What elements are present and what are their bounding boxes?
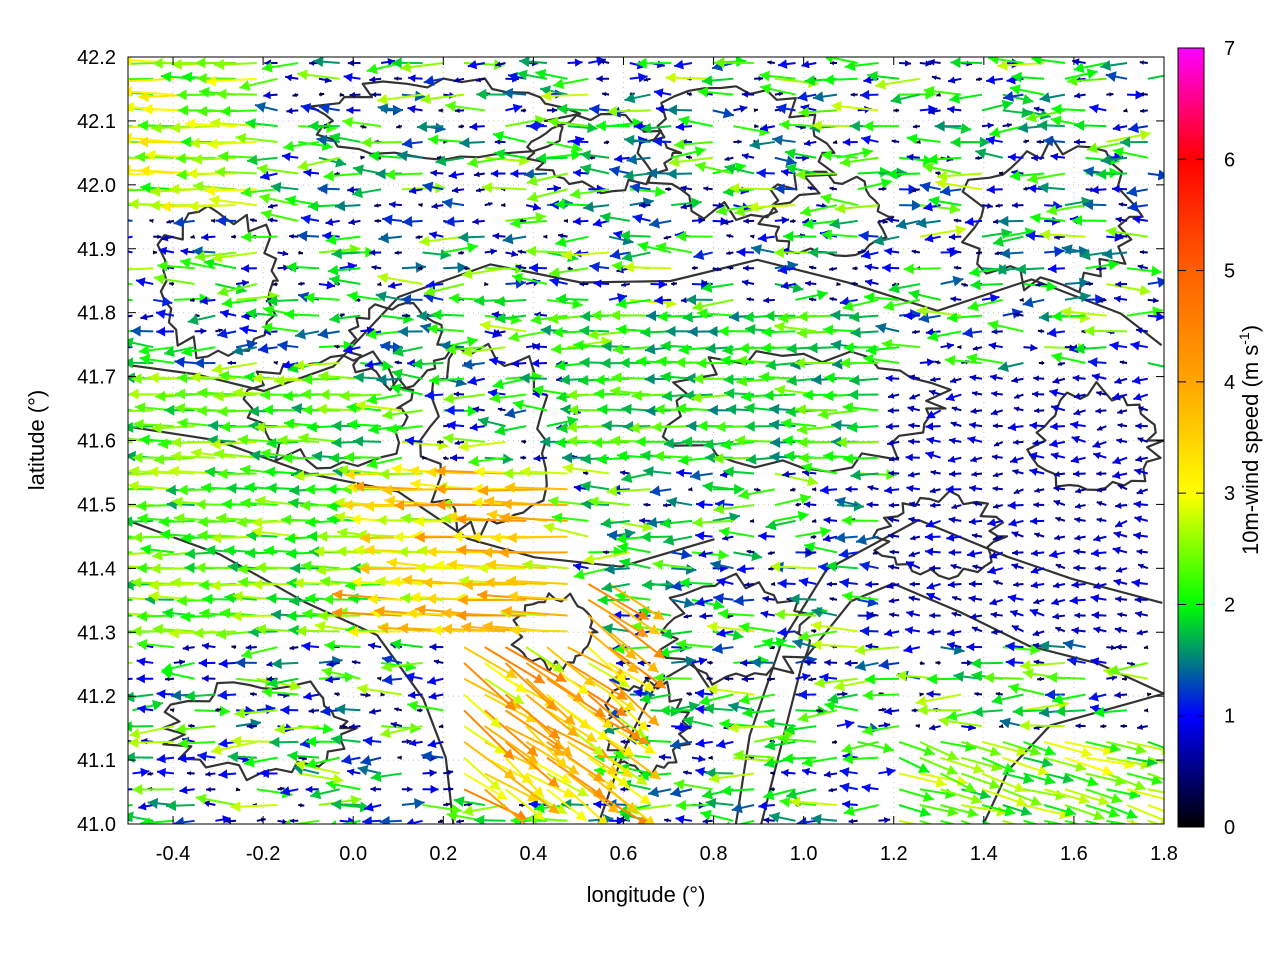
wind-arrow-head <box>121 737 128 744</box>
wind-arrow-head <box>102 802 113 813</box>
wind-arrow-head <box>115 675 124 684</box>
wind-arrow-shaft <box>111 410 154 411</box>
wind-arrow-head <box>103 610 113 621</box>
wind-arrow-head <box>117 627 127 638</box>
wind-arrow <box>95 324 132 335</box>
wind-arrow-head <box>1035 825 1046 836</box>
wind-arrow-shaft <box>96 426 132 427</box>
wind-arrow-head <box>96 531 106 542</box>
wind-arrow-head <box>98 387 108 398</box>
wind-arrow-shaft <box>95 328 132 331</box>
wind-arrow <box>95 402 132 413</box>
wind-arrow-shaft <box>115 679 132 680</box>
wind-arrow <box>88 657 132 668</box>
wind-arrow-head <box>122 516 132 527</box>
wind-arrow-shaft <box>122 521 153 522</box>
wind-arrow-head <box>93 546 103 557</box>
wind-arrow <box>97 581 133 592</box>
wind-arrow-head <box>525 823 536 834</box>
wind-arrow <box>93 546 133 557</box>
wind-arrow-head <box>95 324 105 335</box>
wind-arrow-shaft <box>95 407 132 410</box>
wind-arrow-head <box>119 692 127 700</box>
wind-arrow-head <box>113 389 123 400</box>
wind-arrow-shaft <box>93 455 133 458</box>
wind-arrow-shaft <box>118 789 132 790</box>
wind-arrow-head <box>1161 825 1172 836</box>
wind-arrow <box>98 387 132 398</box>
wind-arrow-head <box>97 581 107 592</box>
wind-arrow-head <box>121 360 127 366</box>
wind-arrow-head <box>88 657 98 668</box>
wind-arrow-head <box>1167 362 1178 373</box>
wind-arrow-head <box>1000 825 1011 835</box>
wind-arrow-head <box>1163 794 1174 805</box>
wind-arrow-head <box>108 607 118 618</box>
wind-arrow-shaft <box>122 726 153 727</box>
wind-arrow-shaft <box>97 584 133 587</box>
wind-arrow-head <box>1167 744 1178 754</box>
wind-arrow-head <box>95 402 105 413</box>
wind-arrow-shaft <box>92 489 133 490</box>
wind-arrow-head <box>111 406 121 417</box>
wind-arrow-head <box>110 469 120 480</box>
wind-arrow-shaft <box>110 473 153 474</box>
wind-arrow-head <box>118 786 125 794</box>
wind-arrow <box>96 531 132 542</box>
wind-arrow-head <box>118 721 126 729</box>
wind-arrow-head <box>121 313 127 319</box>
wind-arrow-head <box>105 468 115 479</box>
wind-arrow-head <box>122 721 132 732</box>
wind-arrow-shaft <box>98 392 132 395</box>
wind-arrow-head <box>114 533 124 544</box>
wind-arrow-head <box>101 595 111 606</box>
wind-arrow-head <box>986 825 997 835</box>
wind-arrow-head <box>934 823 945 834</box>
wind-arrow-head <box>108 592 118 603</box>
wind-arrow-head <box>119 344 126 351</box>
wind-arrow-head <box>947 824 958 835</box>
wind-arrow-shaft <box>93 552 133 553</box>
wind-arrow-head <box>116 483 126 494</box>
